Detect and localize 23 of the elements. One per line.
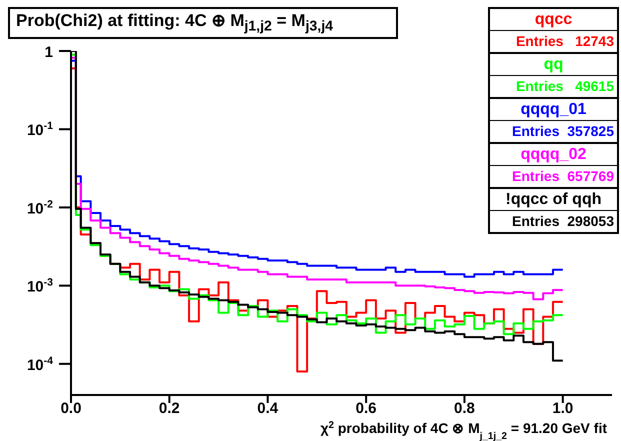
text: qqcc — [534, 10, 574, 30]
y-tick-label: 10$^{-3}$ — [26, 276, 54, 296]
y-tick-label: 1 — [44, 44, 53, 61]
text: qq — [490, 52, 617, 75]
x-tick-label: 0.4 — [257, 400, 279, 417]
annotation: Entries 657769 — [490, 165, 617, 187]
x-tick-label: 0.6 — [356, 400, 377, 417]
x-tick-label: 0.2 — [158, 400, 180, 417]
y-tick-label: 10$^{-1}$ — [26, 120, 54, 140]
annotation: Entries 357825 — [490, 120, 617, 142]
annotation: Entries 298053 — [490, 210, 617, 232]
text: qqqq_02 — [490, 142, 617, 165]
text: qqqq_01 — [490, 97, 617, 120]
y-tick-label: 10$^{-4}$ — [26, 354, 54, 374]
x-axis-title: χ$^{2}$ probability of 4C ⊗ M$_{j_1j_2}$ = 91.20 GeV fit — [320, 420, 608, 441]
text: !qqcc of qqh — [490, 187, 617, 210]
x-tick-label: 1.0 — [552, 400, 574, 417]
chart-title: Prob(Chi2) at fitting: 4C ⊕ M$_{j1,j2}$ = M$_{j3,j4}$ — [8, 7, 398, 39]
y-tick-label: 10$^{-2}$ — [26, 198, 54, 218]
annotation: Entries 49615 — [490, 75, 617, 97]
text: Entries 12743 — [490, 30, 617, 52]
x-tick-label: 0.0 — [60, 400, 82, 417]
x-tick-label: 0.8 — [454, 400, 475, 417]
